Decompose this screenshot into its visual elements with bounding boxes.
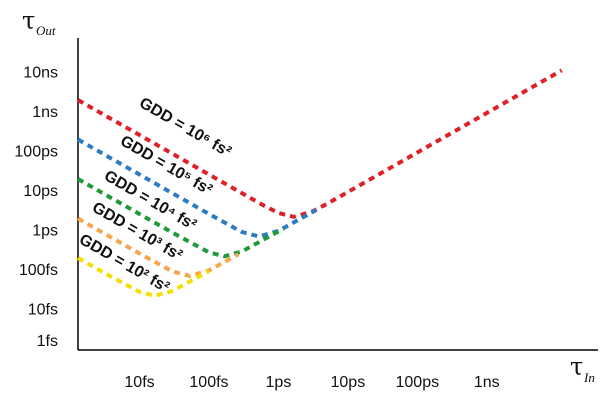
- x-tick-label: 10ps: [331, 374, 366, 391]
- x-axis-symbol: τ: [570, 353, 583, 381]
- y-tick-label: 10ns: [23, 65, 58, 82]
- y-tick-label: 10fs: [28, 302, 58, 319]
- x-tick-label: 100fs: [189, 374, 228, 391]
- x-tick-label: 10fs: [124, 374, 154, 391]
- y-tick-label: 1fs: [37, 333, 58, 350]
- y-axis-symbol: τ: [22, 7, 35, 35]
- x-tick-label: 100ps: [396, 374, 440, 391]
- series-line: [77, 256, 210, 298]
- y-tick-label: 100ps: [14, 144, 58, 161]
- x-tick-label: 1ps: [266, 374, 292, 391]
- y-tick-label: 1ns: [32, 104, 58, 121]
- y-tick-label: 100fs: [19, 262, 58, 279]
- x-tick-label: 1ns: [474, 374, 500, 391]
- series-line: [77, 216, 240, 279]
- x-axis-subscript: In: [583, 370, 595, 385]
- y-tick-label: 1ps: [32, 223, 58, 240]
- y-tick-label: 10ps: [23, 183, 58, 200]
- series-line: [77, 177, 285, 259]
- y-axis-subscript: Out: [36, 23, 56, 38]
